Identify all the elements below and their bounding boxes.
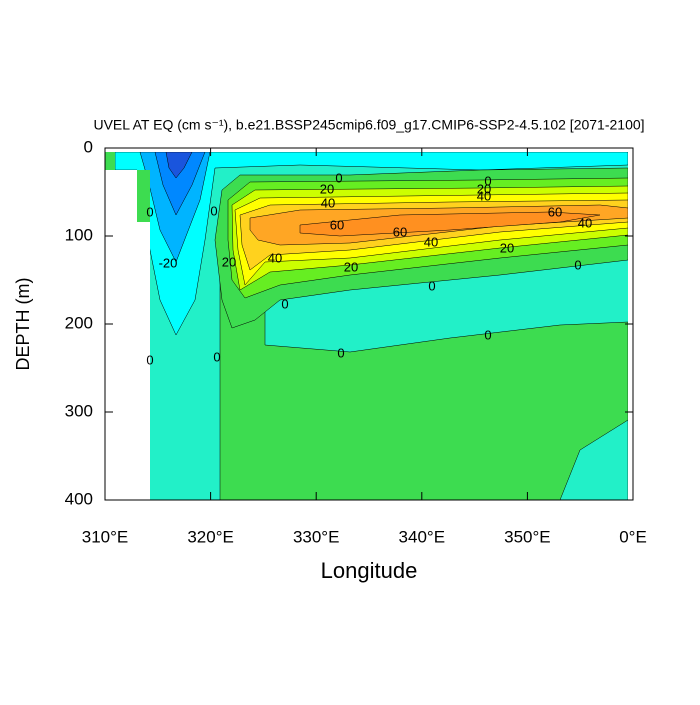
chart-title: UVEL AT EQ (cm s⁻¹), b.e21.BSSP245cmip6.… xyxy=(93,117,644,133)
x-tick-label: 320°E xyxy=(187,527,234,546)
contour-label: 0 xyxy=(281,296,288,311)
y-axis-label: DEPTH (m) xyxy=(13,278,33,371)
x-tick-label: 310°E xyxy=(82,527,129,546)
contour-label: 0 xyxy=(335,170,342,185)
x-axis-label: Longitude xyxy=(321,558,418,583)
contour-label: 60 xyxy=(548,204,562,219)
y-tick-label: 400 xyxy=(65,489,93,508)
missing-area xyxy=(105,148,633,152)
missing-area xyxy=(137,222,150,500)
y-tick-label: 100 xyxy=(65,225,93,244)
contour-label: 60 xyxy=(330,217,344,232)
contour-label: 40 xyxy=(424,234,438,249)
y-tick-label: 300 xyxy=(65,401,93,420)
contour-label: 0 xyxy=(428,278,435,293)
contour-label: 0 xyxy=(574,257,581,272)
contour-label: 0 xyxy=(213,349,220,364)
contour-label: -20 xyxy=(159,255,178,270)
fill-region xyxy=(137,170,150,222)
contour-label: 20 xyxy=(344,259,358,274)
contour-label: 0 xyxy=(146,204,153,219)
contour-label: 20 xyxy=(477,181,491,196)
x-tick-label: 330°E xyxy=(293,527,340,546)
contour-label: 40 xyxy=(477,188,491,203)
contour-label: 40 xyxy=(578,215,592,230)
x-tick-label: 350°E xyxy=(504,527,551,546)
x-tick-label: 340°E xyxy=(399,527,446,546)
contour-label: 40 xyxy=(268,250,282,265)
contour-label: 0 xyxy=(484,327,491,342)
x-tick-label: 0°E xyxy=(619,527,647,546)
contour-label: 40 xyxy=(321,195,335,210)
fill-region xyxy=(299,211,601,237)
y-tick-label: 0 xyxy=(84,137,93,156)
missing-area xyxy=(105,170,137,500)
contour-fills xyxy=(105,148,633,501)
fill-region xyxy=(105,152,115,170)
contour-label: 0 xyxy=(210,203,217,218)
contour-label: 0 xyxy=(146,352,153,367)
contour-label: 20 xyxy=(500,240,514,255)
contour-label: 0 xyxy=(484,173,491,188)
contour-label: 0 xyxy=(337,345,344,360)
contour-label: 60 xyxy=(393,224,407,239)
contour-label: 20 xyxy=(320,181,334,196)
y-tick-label: 200 xyxy=(65,313,93,332)
contour-label: 20 xyxy=(222,254,236,269)
